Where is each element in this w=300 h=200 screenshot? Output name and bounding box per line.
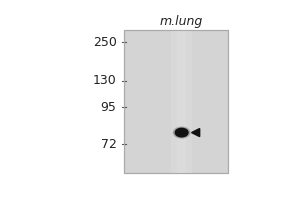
Polygon shape (191, 129, 200, 137)
Bar (178, 30, 186, 173)
Text: 250: 250 (93, 36, 116, 49)
Ellipse shape (173, 127, 190, 138)
Ellipse shape (175, 128, 188, 137)
Bar (124, 30, 228, 173)
Bar (171, 30, 192, 173)
Text: 130: 130 (93, 74, 116, 87)
Bar (124, 30, 228, 173)
Text: 72: 72 (101, 138, 116, 151)
Text: m.lung: m.lung (160, 15, 203, 28)
Text: 95: 95 (101, 101, 116, 114)
